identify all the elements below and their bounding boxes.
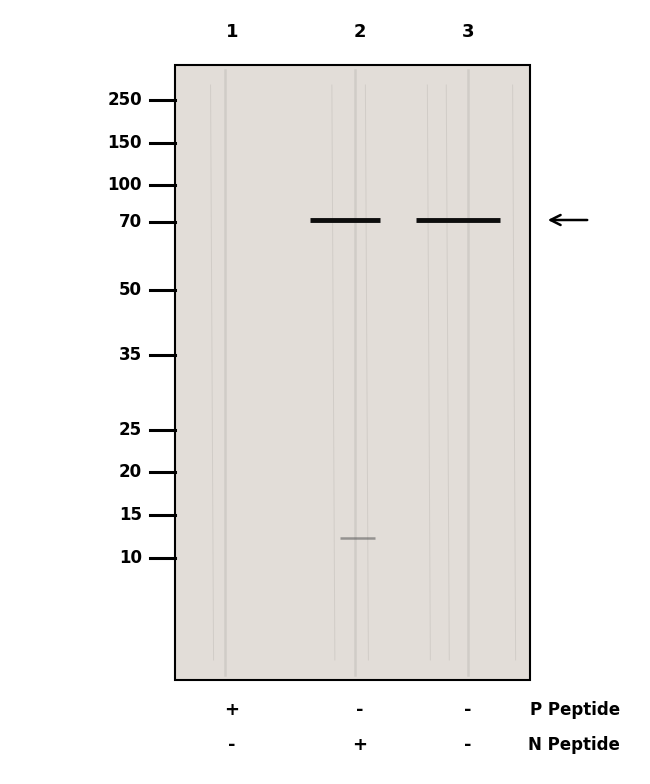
- Text: +: +: [352, 736, 367, 754]
- Text: 50: 50: [119, 281, 142, 299]
- Text: 250: 250: [107, 91, 142, 109]
- Text: 2: 2: [354, 23, 366, 41]
- Text: 3: 3: [462, 23, 474, 41]
- Text: P Peptide: P Peptide: [530, 701, 620, 719]
- Text: 25: 25: [119, 421, 142, 439]
- Text: +: +: [224, 701, 239, 719]
- Text: 1: 1: [226, 23, 239, 41]
- Text: -: -: [228, 736, 236, 754]
- Text: 20: 20: [119, 463, 142, 481]
- Text: -: -: [356, 701, 364, 719]
- Bar: [175, 65, 530, 680]
- Text: -: -: [464, 701, 472, 719]
- Text: 10: 10: [119, 549, 142, 567]
- Text: 100: 100: [107, 176, 142, 194]
- Text: N Peptide: N Peptide: [528, 736, 620, 754]
- Text: 35: 35: [119, 346, 142, 364]
- Text: 70: 70: [119, 213, 142, 231]
- Text: -: -: [464, 736, 472, 754]
- Text: 15: 15: [119, 506, 142, 524]
- Text: 150: 150: [107, 134, 142, 152]
